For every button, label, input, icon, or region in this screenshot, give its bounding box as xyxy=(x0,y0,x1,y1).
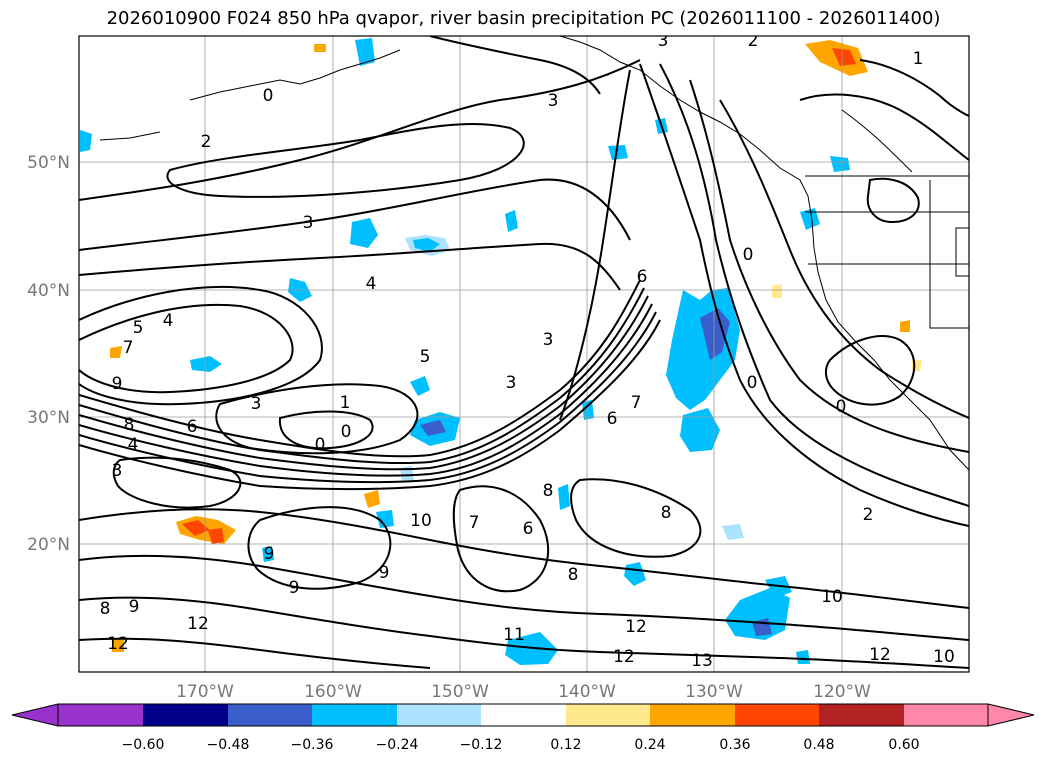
colorbar-segment xyxy=(397,704,481,726)
colorbar: −0.60 −0.48 −0.36 −0.24 −0.12 0.12 0.24 … xyxy=(11,703,1035,753)
lon-label: 140°W xyxy=(558,682,616,702)
contour-label: 12 xyxy=(187,614,209,634)
contour-label: 10 xyxy=(933,647,955,667)
colorbar-tick: −0.60 xyxy=(122,737,165,753)
contour-label: 0 xyxy=(315,435,326,455)
colorbar-segment xyxy=(312,704,397,726)
contour-label: 3 xyxy=(506,373,517,393)
contour-label: 12 xyxy=(613,647,635,667)
contour-label: 0 xyxy=(836,397,847,417)
lat-label: 30°N xyxy=(27,408,70,428)
contour-label: 7 xyxy=(631,393,642,413)
colorbar-tick: 0.48 xyxy=(803,737,834,753)
contour-label: 1 xyxy=(340,393,351,413)
contour-label: 8 xyxy=(661,503,672,523)
colorbar-tick: −0.48 xyxy=(207,737,250,753)
contour-label: 5 xyxy=(133,318,144,338)
contour-label: 0 xyxy=(263,86,274,106)
contour-label: 9 xyxy=(379,563,390,583)
contour-label: 13 xyxy=(691,651,713,671)
contour-label: 9 xyxy=(264,544,275,564)
contour-label: 6 xyxy=(637,267,648,287)
contour-label: 0 xyxy=(341,422,352,442)
lat-labels: 50°N 40°N 30°N 20°N xyxy=(27,153,70,555)
contour-label: 0 xyxy=(747,373,758,393)
colorbar-segment xyxy=(650,704,735,726)
colorbar-tick: −0.36 xyxy=(291,737,334,753)
contour-label: 9 xyxy=(112,374,123,394)
plot-area: 0 2 3 3 4 5 4 7 9 8 4 3 6 3 1 0 0 5 3 3 xyxy=(78,31,970,673)
contour-label: 2 xyxy=(863,505,874,525)
contour-label: 8 xyxy=(568,565,579,585)
colorbar-tick: −0.24 xyxy=(376,737,419,753)
contour-label: 1 xyxy=(913,49,924,69)
lat-label: 40°N xyxy=(27,281,70,301)
colorbar-segment xyxy=(904,704,988,726)
contour-label: 6 xyxy=(187,417,198,437)
lon-label: 170°W xyxy=(176,682,234,702)
colorbar-extend-high xyxy=(987,703,1035,727)
colorbar-tick: −0.12 xyxy=(460,737,503,753)
lat-label: 50°N xyxy=(27,153,70,173)
contour-label: 10 xyxy=(410,511,432,531)
contour-label: 4 xyxy=(128,435,139,455)
qvapor-contours xyxy=(79,36,969,669)
colorbar-segment xyxy=(58,704,143,726)
contour-label: 9 xyxy=(129,597,140,617)
contour-label: 8 xyxy=(543,481,554,501)
colorbar-segment xyxy=(566,704,650,726)
colorbar-segment xyxy=(735,704,819,726)
contour-label: 4 xyxy=(163,311,174,331)
colorbar-tick: 0.36 xyxy=(719,737,750,753)
colorbar-segment xyxy=(819,704,904,726)
contour-label: 2 xyxy=(201,132,212,152)
colorbar-extend-low xyxy=(11,703,59,727)
lon-label: 150°W xyxy=(431,682,489,702)
contour-label: 10 xyxy=(821,587,843,607)
contour-label: 12 xyxy=(107,634,129,654)
contour-label: 12 xyxy=(625,617,647,637)
contour-label: 3 xyxy=(303,213,314,233)
colorbar-tick: 0.60 xyxy=(888,737,919,753)
contour-label: 3 xyxy=(543,330,554,350)
contour-label: 0 xyxy=(743,245,754,265)
colorbar-segment xyxy=(228,704,312,726)
contour-label: 6 xyxy=(523,519,534,539)
colorbar-tick: 0.24 xyxy=(634,737,665,753)
lon-label: 120°W xyxy=(813,682,871,702)
colorbar-tick: 0.12 xyxy=(550,737,581,753)
colorbar-segment xyxy=(481,704,566,726)
contour-label: 6 xyxy=(607,409,618,429)
lon-labels: 170°W 160°W 150°W 140°W 130°W 120°W xyxy=(176,682,871,702)
contour-labels: 0 2 3 3 4 5 4 7 9 8 4 3 6 3 1 0 0 5 3 3 xyxy=(100,31,955,671)
contour-label: 8 xyxy=(100,599,111,619)
contour-label: 9 xyxy=(289,578,300,598)
contour-label: 5 xyxy=(420,347,431,367)
contour-label: 3 xyxy=(548,91,559,111)
map-title: 2026010900 F024 850 hPa qvapor, river ba… xyxy=(106,8,941,29)
contour-label: 12 xyxy=(869,645,891,665)
contour-label: 3 xyxy=(658,31,669,51)
colorbar-segment xyxy=(143,704,228,726)
contour-label: 7 xyxy=(469,513,480,533)
lon-label: 130°W xyxy=(685,682,743,702)
lon-label: 160°W xyxy=(304,682,362,702)
contour-label: 8 xyxy=(124,415,135,435)
contour-label: 2 xyxy=(748,31,759,51)
contour-label: 11 xyxy=(503,625,525,645)
contour-label: 4 xyxy=(366,274,377,294)
graticule xyxy=(79,36,969,672)
contour-label: 3 xyxy=(251,394,262,414)
lat-label: 20°N xyxy=(27,535,70,555)
contour-label: 7 xyxy=(123,338,134,358)
contour-label: 3 xyxy=(112,461,123,481)
